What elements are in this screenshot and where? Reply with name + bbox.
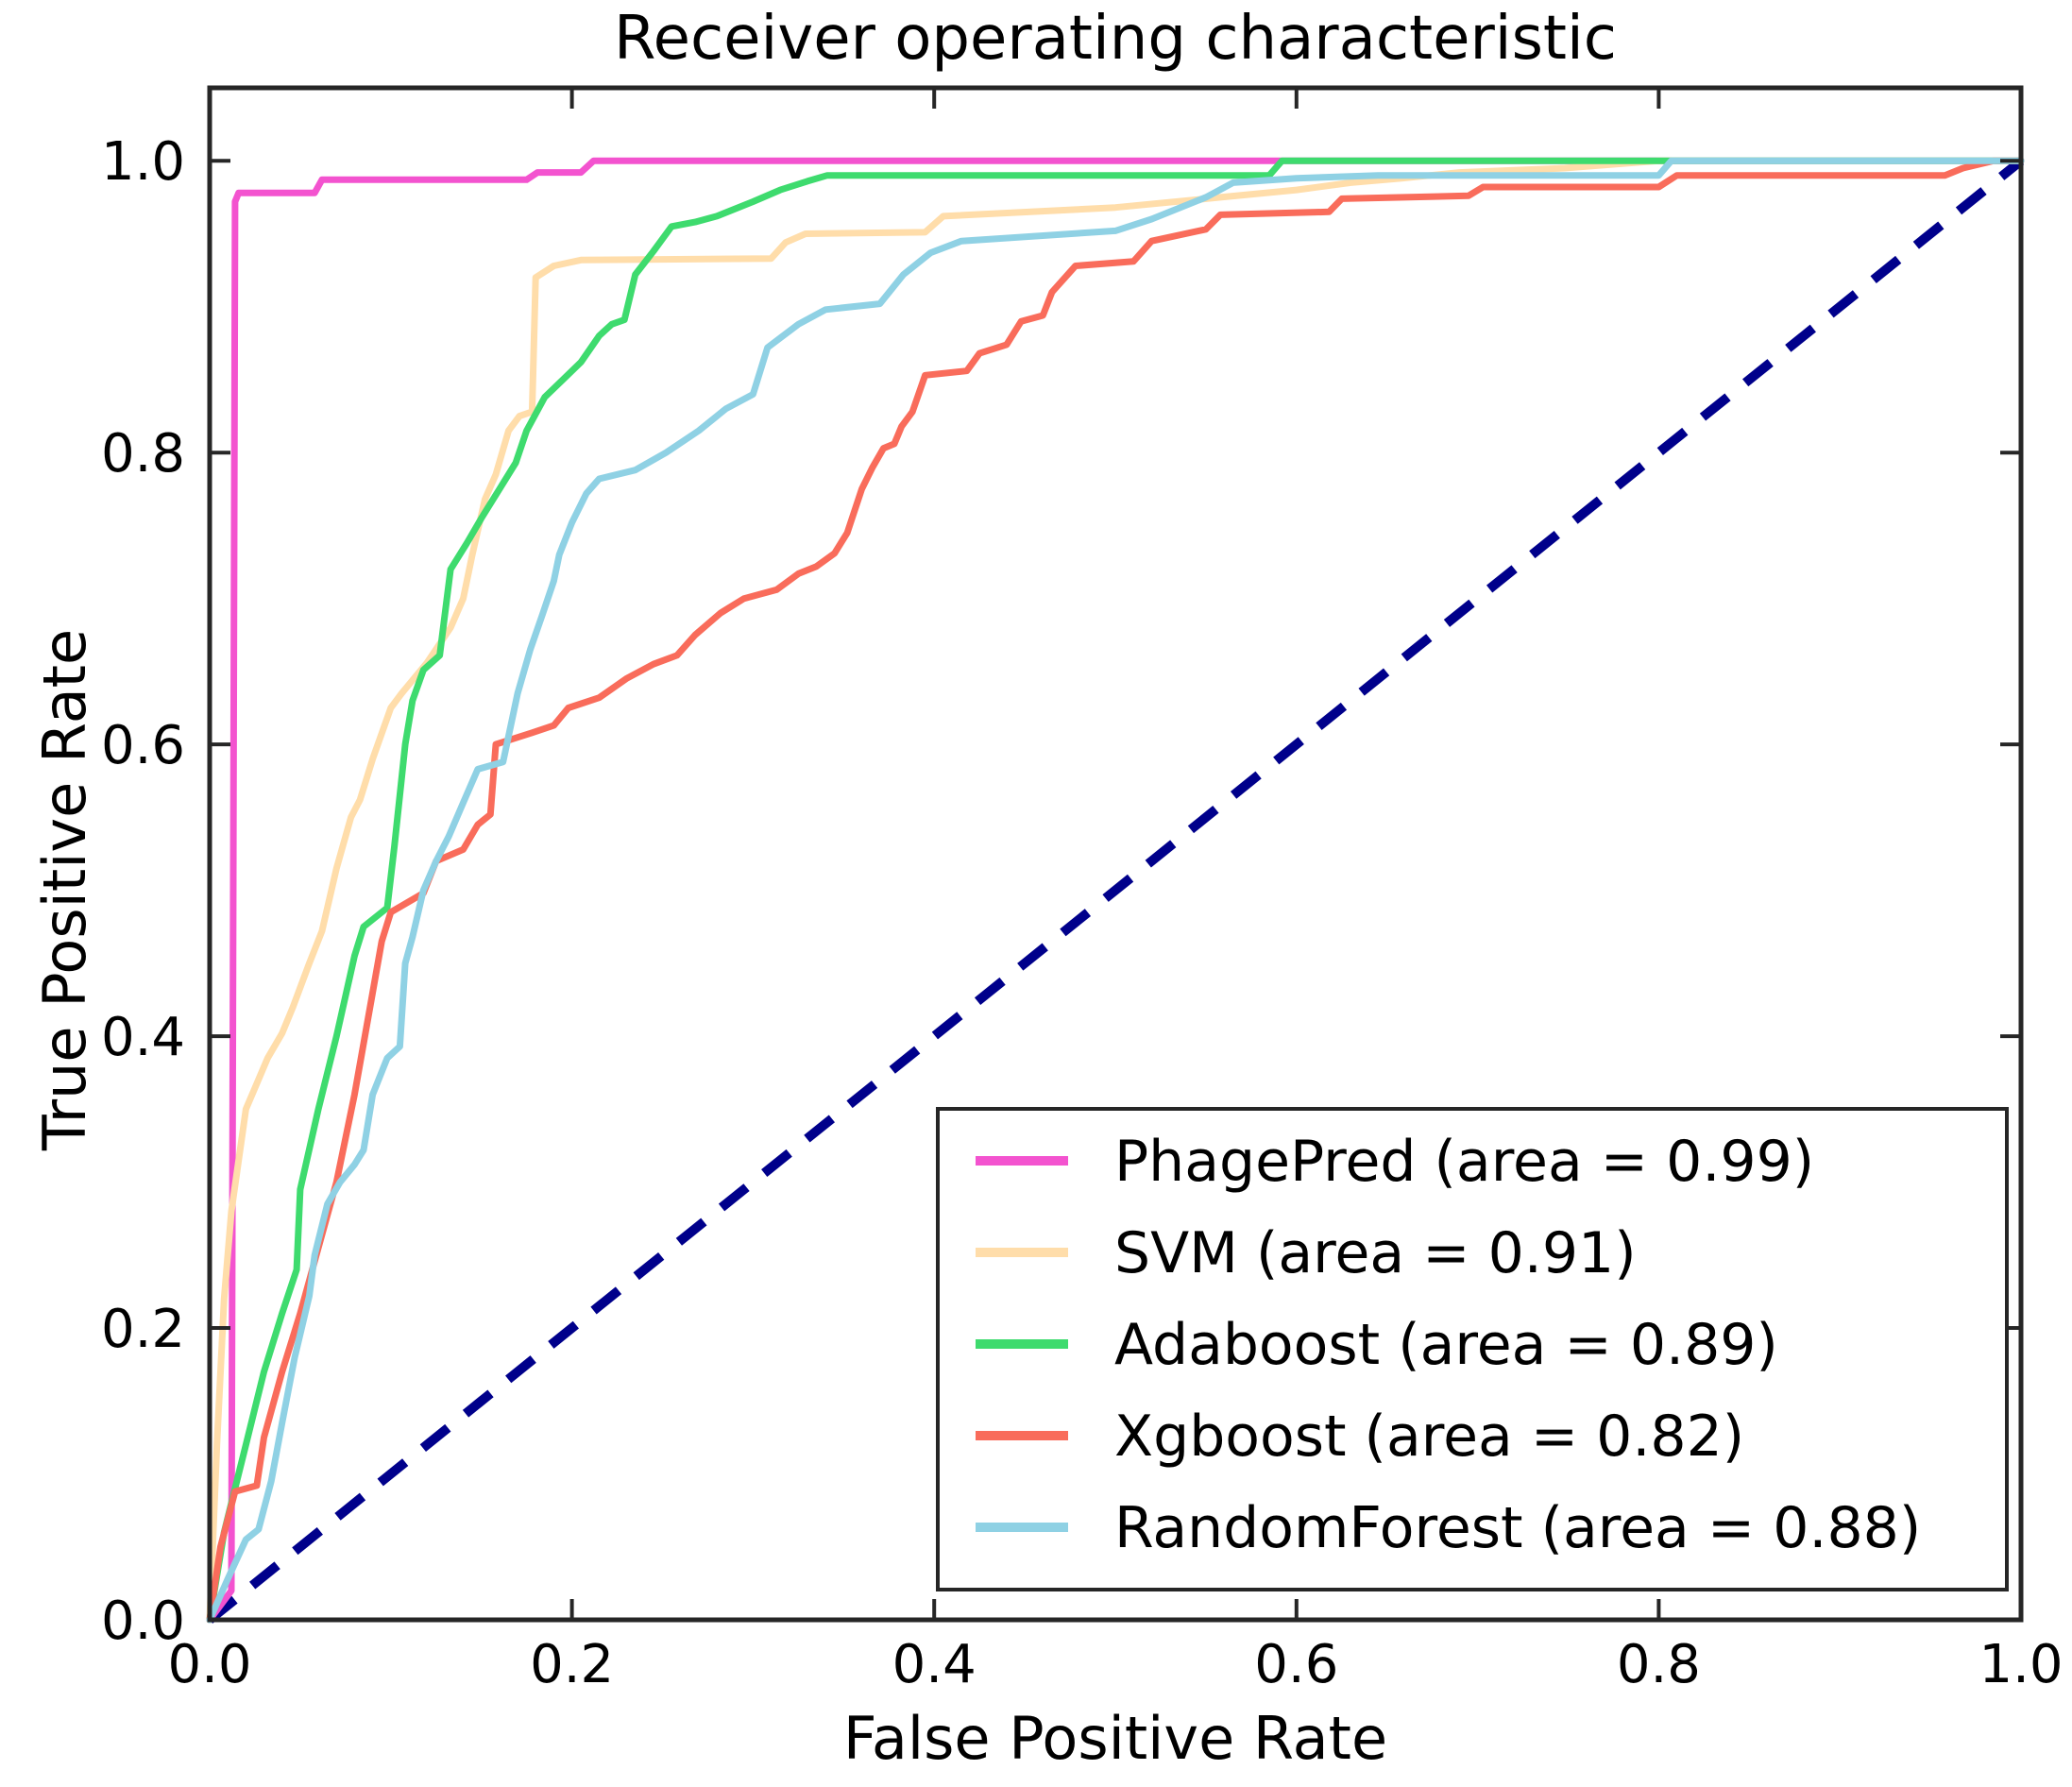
legend-entry-label: Adaboost (area = 0.89) xyxy=(1114,1312,1778,1378)
x-tick-label: 0.4 xyxy=(892,1634,977,1695)
chance-diagonal-line xyxy=(206,157,2025,1624)
roc-curve-xgboost xyxy=(206,157,2025,1624)
x-tick-label: 0.2 xyxy=(530,1634,614,1695)
axes-frame xyxy=(207,85,2024,1623)
x-tick-label: 0.8 xyxy=(1617,1634,1701,1695)
legend-entry-adaboost: Adaboost (area = 0.89) xyxy=(976,1312,1778,1378)
roc-curve-randomforest xyxy=(206,157,2025,1624)
legend-entry-label: SVM (area = 0.91) xyxy=(1114,1220,1637,1286)
y-tick-label: 0.0 xyxy=(101,1591,185,1652)
x-tick-label: 0.6 xyxy=(1254,1634,1338,1695)
legend-box xyxy=(936,1107,2009,1591)
x-tick-label: 1.0 xyxy=(1979,1634,2063,1695)
legend-entry-phagepred: PhagePred (area = 0.99) xyxy=(976,1129,1814,1195)
roc-curves xyxy=(206,157,2025,1624)
y-tick-label: 0.2 xyxy=(101,1299,185,1360)
roc-curve-adaboost xyxy=(206,157,2025,1624)
roc-curve-svm xyxy=(206,157,2025,1624)
y-tick-label: 0.8 xyxy=(101,423,185,485)
y-tick-label: 0.4 xyxy=(101,1007,185,1068)
legend: PhagePred (area = 0.99) SVM (area = 0.91)… xyxy=(936,1107,2009,1591)
y-tick-label: 0.6 xyxy=(101,715,185,776)
y-tick-label: 1.0 xyxy=(101,131,185,193)
legend-entry-label: Xgboost (area = 0.82) xyxy=(1114,1404,1744,1470)
legend-entry-label: RandomForest (area = 0.88) xyxy=(1114,1495,1921,1561)
legend-entry-svm: SVM (area = 0.91) xyxy=(976,1220,1637,1286)
chart-title: Receiver operating characteristic xyxy=(614,4,1617,74)
x-axis-label: False Positive Rate xyxy=(843,1704,1387,1773)
roc-curve-phagepred xyxy=(206,157,2025,1624)
legend-entry-label: PhagePred (area = 0.99) xyxy=(1114,1129,1814,1195)
legend-entry-xgboost: Xgboost (area = 0.82) xyxy=(976,1404,1744,1470)
x-tick-label: 0.0 xyxy=(167,1634,251,1695)
y-axis-label: True Positive Rate xyxy=(30,629,99,1151)
axis-ticks: 0.0 0.2 0.4 0.6 0.8 1.0 0.0 0.2 0.4 0.6 0.8 1.0 xyxy=(101,88,2064,1695)
legend-entry-randomforest: RandomForest (area = 0.88) xyxy=(976,1495,1921,1561)
chance-line xyxy=(206,157,2025,1624)
